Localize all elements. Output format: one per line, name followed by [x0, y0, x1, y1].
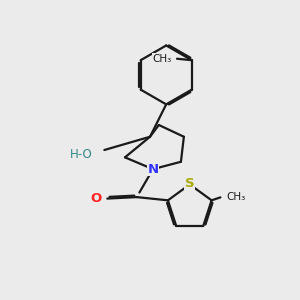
Text: H-O: H-O [70, 148, 93, 161]
Text: CH₃: CH₃ [153, 54, 172, 64]
Text: N: N [147, 163, 158, 176]
Text: S: S [185, 177, 195, 190]
Text: O: O [91, 192, 102, 205]
Text: CH₃: CH₃ [226, 192, 246, 203]
